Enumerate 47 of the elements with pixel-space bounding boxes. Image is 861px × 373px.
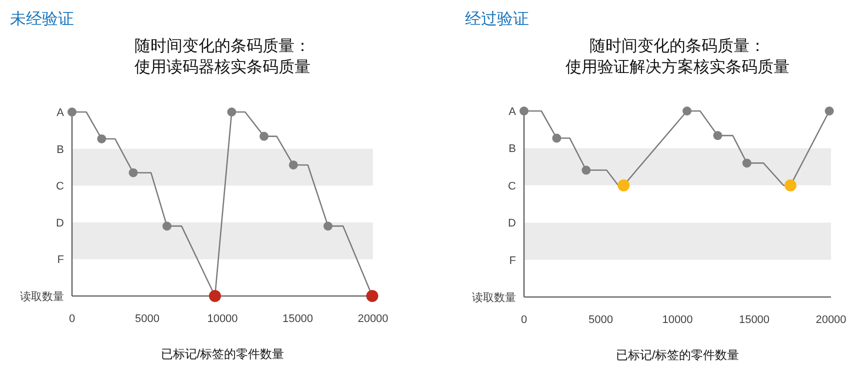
x-axis-title: 已标记/标签的零件数量 [616, 348, 740, 362]
point [618, 179, 630, 192]
point [824, 106, 834, 116]
x-tick-label: 15000 [738, 314, 770, 326]
point [97, 134, 106, 144]
category-label: C [508, 180, 516, 192]
point [366, 290, 378, 302]
point [227, 108, 236, 116]
point [582, 166, 591, 175]
chart-title: 未经验证 [10, 10, 74, 28]
category-label: D [508, 218, 516, 230]
x-tick-label: 10000 [207, 313, 238, 325]
x-tick-label: 20000 [358, 313, 388, 325]
x-tick-label: 0 [520, 314, 528, 326]
chart-subtitle: 随时间变化的条码质量：使用读码器核实条码质量 [134, 37, 310, 76]
category-label: F [509, 254, 516, 267]
chart-subtitle: 随时间变化的条码质量：使用验证解决方案核实条码质量 [566, 37, 790, 76]
category-label: 读取数量 [472, 292, 516, 304]
category-label: C [56, 180, 64, 193]
x-tick-label: 15000 [282, 313, 314, 325]
category-label: B [56, 144, 64, 156]
point [128, 168, 138, 178]
x-tick-label: 5000 [135, 313, 160, 325]
point [713, 131, 722, 140]
x-tick-label: 20000 [816, 314, 846, 326]
category-label: A [56, 107, 64, 119]
chart-title: 经过验证 [465, 10, 529, 28]
x-tick-label: 0 [68, 313, 76, 325]
point [162, 222, 172, 231]
category-label: A [508, 106, 516, 118]
point [288, 160, 298, 170]
point [68, 108, 76, 116]
category-label: 读取数量 [20, 291, 64, 303]
point [520, 106, 528, 116]
x-tick-label: 10000 [662, 314, 693, 326]
category-label: F [57, 254, 64, 266]
point [682, 106, 692, 116]
point [324, 222, 332, 231]
x-tick-label: 5000 [588, 314, 613, 326]
point [208, 290, 221, 302]
point [784, 179, 796, 192]
point [552, 134, 562, 143]
x-axis-title: 已标记/标签的零件数量 [160, 347, 284, 361]
category-label: D [56, 217, 64, 230]
category-label: B [508, 143, 516, 156]
point [260, 132, 269, 141]
point [742, 158, 752, 168]
